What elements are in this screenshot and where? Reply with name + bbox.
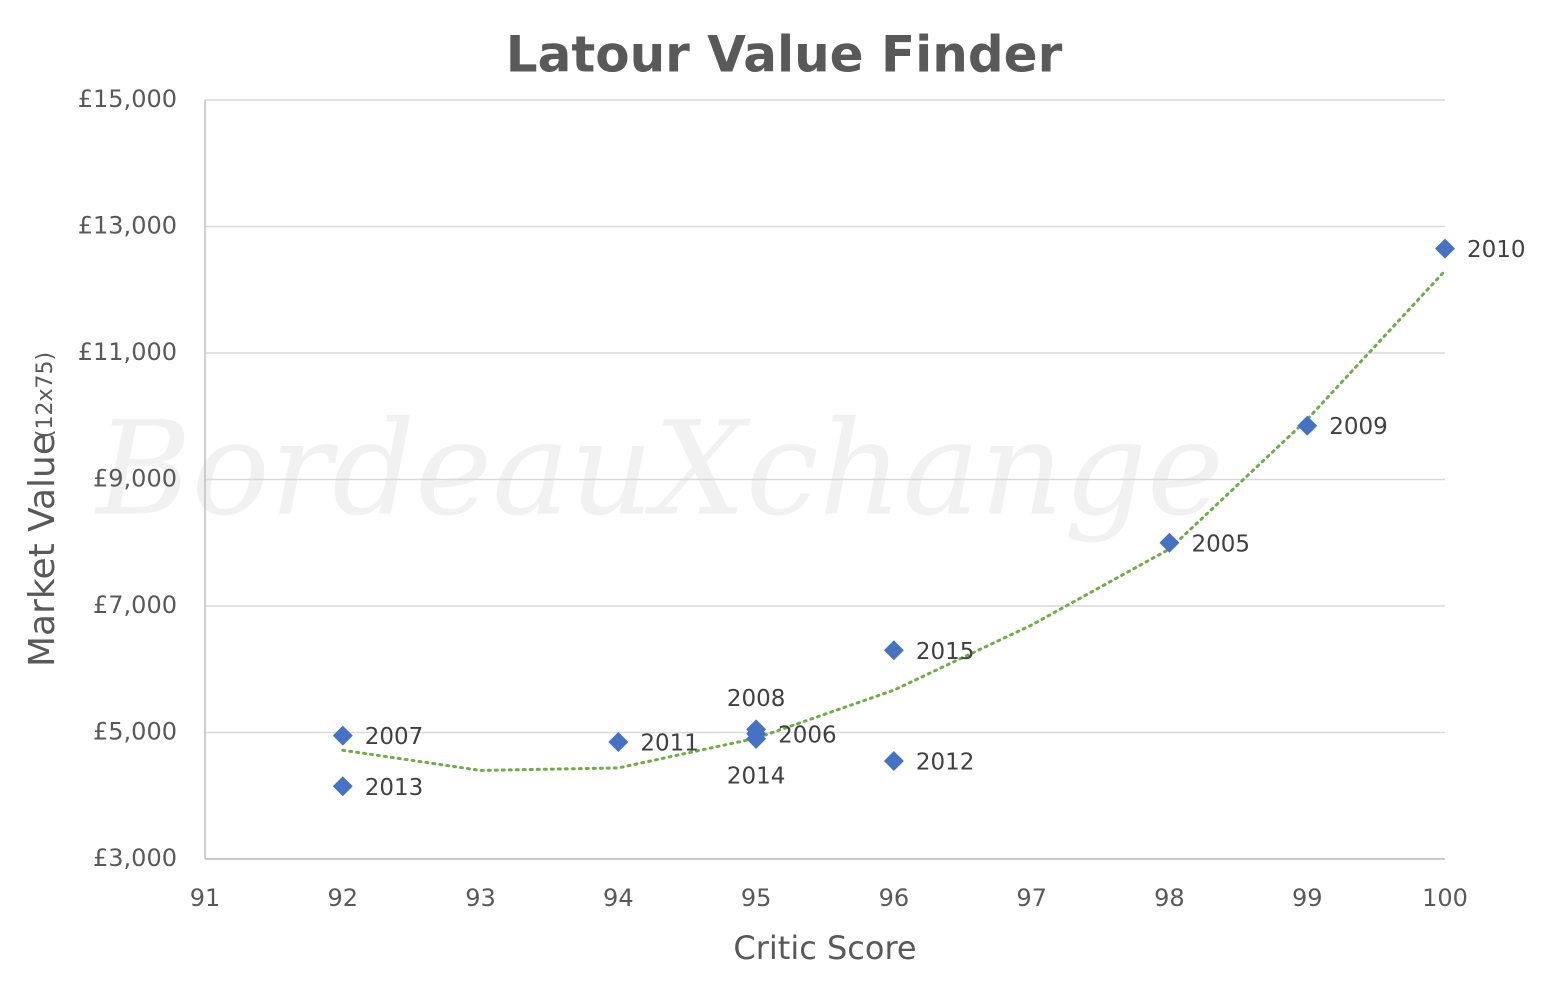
y-tick-label: £9,000 <box>93 465 177 493</box>
point-label: 2008 <box>727 686 786 712</box>
y-tick-label: £3,000 <box>93 844 177 872</box>
watermark: BordeauXchange <box>94 393 1224 545</box>
x-tick-label: 93 <box>465 884 496 912</box>
y-tick-label: £5,000 <box>93 718 177 746</box>
y-tick-label: £11,000 <box>78 338 177 366</box>
point <box>608 731 629 752</box>
y-tick-label: £7,000 <box>93 591 177 619</box>
x-axis-label: Critic Score <box>733 929 916 967</box>
y-tick-label: £15,000 <box>78 85 177 113</box>
trendline <box>341 269 1447 772</box>
x-tick-label: 99 <box>1292 884 1323 912</box>
point <box>1159 532 1180 553</box>
point-label: 2010 <box>1467 237 1526 263</box>
y-axis-label: Market Value <box>22 433 63 667</box>
point <box>883 640 904 661</box>
point-label: 2005 <box>1191 531 1250 557</box>
y-axis-title: Market Value (12x75) <box>22 352 63 667</box>
point-label: 2011 <box>640 730 699 756</box>
x-tick-label: 95 <box>741 884 772 912</box>
x-tick-label: 98 <box>1154 884 1185 912</box>
point-label: 2007 <box>365 724 424 750</box>
point <box>1297 415 1318 436</box>
y-tick-label: £13,000 <box>78 212 177 240</box>
x-tick-label: 100 <box>1422 884 1468 912</box>
point <box>332 725 353 746</box>
y-axis-note: (12x75) <box>33 352 58 438</box>
point-label: 2013 <box>365 775 424 801</box>
point <box>332 776 353 797</box>
point-label: 2009 <box>1329 414 1388 440</box>
x-tick-label: 91 <box>190 884 221 912</box>
point-label: 2006 <box>778 722 837 748</box>
chart-title: Latour Value Finder <box>506 26 1063 84</box>
point <box>883 750 904 771</box>
x-tick-label: 97 <box>1016 884 1047 912</box>
point <box>746 728 767 749</box>
point-label: 2014 <box>727 763 786 789</box>
x-tick-label: 92 <box>328 884 359 912</box>
x-tick-label: 94 <box>603 884 634 912</box>
point <box>1435 238 1455 259</box>
x-tick-label: 96 <box>879 884 910 912</box>
point-label: 2015 <box>916 639 975 665</box>
point-label: 2012 <box>916 749 975 775</box>
